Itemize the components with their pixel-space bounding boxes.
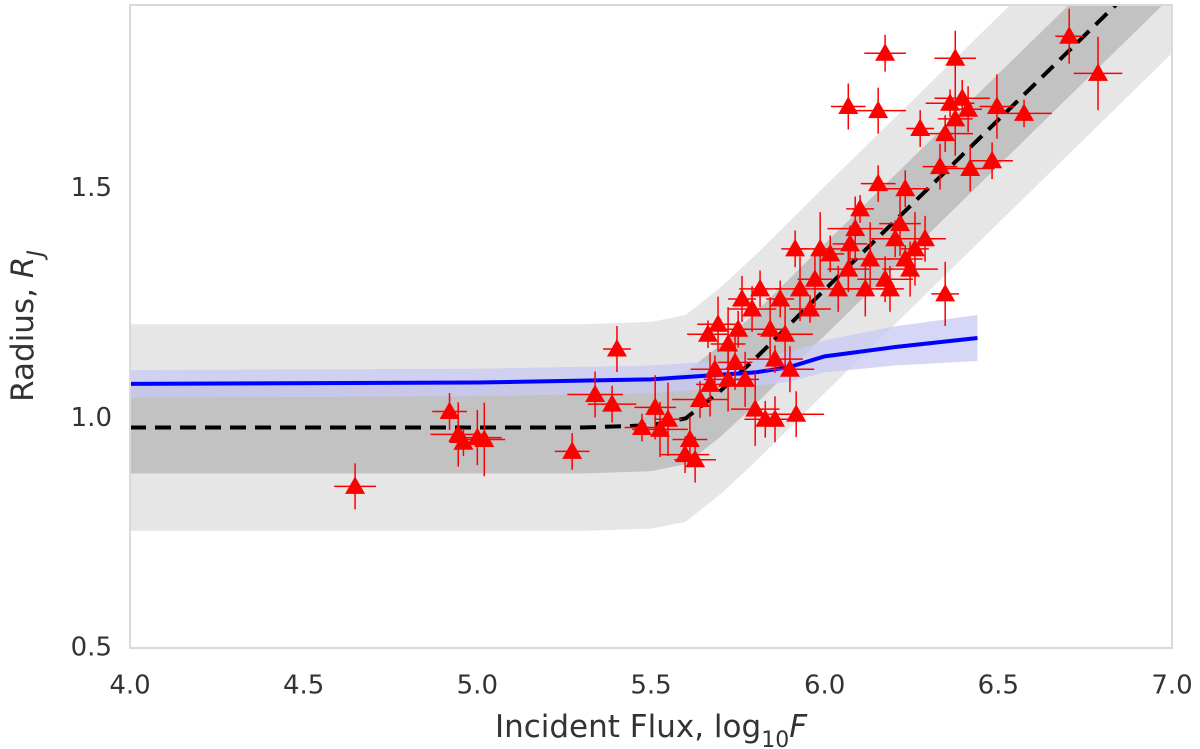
- plot-area: [130, 5, 1172, 531]
- data-point: [742, 299, 763, 317]
- data-point: [760, 319, 781, 337]
- x-axis-label: Incident Flux, log10F: [495, 709, 808, 749]
- data-point: [838, 259, 859, 277]
- data-point: [790, 278, 811, 297]
- x-tick-label: 7.0: [1151, 671, 1192, 701]
- data-point: [718, 333, 739, 352]
- data-point: [785, 238, 806, 257]
- data-point: [810, 238, 831, 257]
- y-tick-label: 1.0: [71, 403, 112, 433]
- data-point: [1088, 63, 1109, 81]
- data-point: [960, 158, 981, 177]
- data-point: [904, 238, 925, 257]
- data-point: [735, 369, 756, 387]
- data-point: [915, 228, 936, 247]
- data-point: [940, 93, 961, 111]
- data-point: [890, 213, 911, 232]
- data-point: [602, 394, 623, 412]
- x-label-sub: 10: [761, 728, 789, 749]
- data-point: [728, 319, 749, 337]
- data-point: [453, 432, 474, 450]
- data-point: [725, 352, 746, 370]
- data-point: [945, 48, 966, 66]
- data-point: [770, 288, 791, 307]
- x-tick-label: 4.5: [283, 671, 324, 701]
- data-point: [679, 429, 700, 447]
- data-point: [585, 384, 606, 402]
- y-axis-label: Radius, RJ: [5, 250, 49, 402]
- data-point: [650, 419, 671, 437]
- data-point: [345, 476, 366, 494]
- data-point: [820, 243, 841, 262]
- data-point: [845, 218, 866, 237]
- y-label-text: Radius,: [5, 278, 41, 402]
- data-point: [764, 409, 785, 427]
- data-point: [675, 444, 696, 463]
- data-point: [708, 314, 729, 332]
- data-point: [474, 429, 495, 447]
- data-point: [958, 99, 979, 117]
- frame: [129, 4, 1173, 649]
- data-point: [658, 409, 679, 427]
- data-point: [855, 278, 876, 297]
- confidence-band: [130, 5, 1163, 474]
- x-label-text: Incident Flux, log: [495, 709, 761, 745]
- data-point: [779, 359, 800, 377]
- data-point: [840, 233, 861, 252]
- data-point: [685, 449, 706, 468]
- x-tick-label: 5.5: [630, 671, 671, 701]
- data-point: [786, 404, 807, 422]
- data-point: [718, 369, 739, 387]
- y-label-var: R: [5, 257, 41, 279]
- data-point: [860, 248, 881, 267]
- data-point: [850, 198, 871, 217]
- x-tick-label: 6.5: [978, 671, 1019, 701]
- data-point: [697, 324, 718, 342]
- data-point: [804, 269, 825, 287]
- data-point: [900, 259, 921, 277]
- data-point: [935, 283, 956, 302]
- data-point: [704, 359, 725, 377]
- data-point: [645, 397, 666, 415]
- data-point: [562, 441, 583, 459]
- data-point: [828, 278, 849, 297]
- data-point: [986, 96, 1007, 115]
- data-point: [732, 288, 753, 307]
- data-point: [800, 299, 821, 317]
- x-tick-label: 5.0: [457, 671, 498, 701]
- data-point: [439, 401, 460, 419]
- data-point: [879, 278, 900, 297]
- confidence-band: [130, 315, 978, 398]
- y-tick-label: 1.5: [71, 173, 112, 203]
- data-point: [1014, 103, 1035, 121]
- data-point: [929, 156, 950, 175]
- data-point: [895, 178, 916, 197]
- data-point: [631, 417, 652, 436]
- data-point: [764, 349, 785, 367]
- data-point: [885, 228, 906, 247]
- data-point: [868, 173, 889, 192]
- data-point: [875, 43, 896, 61]
- x-tick-label: 4.0: [109, 671, 150, 701]
- data-point: [935, 123, 956, 142]
- data-point: [745, 399, 766, 417]
- data-point: [910, 118, 931, 137]
- data-point: [689, 389, 710, 408]
- data-point: [868, 100, 889, 119]
- data-point: [1059, 26, 1080, 44]
- data-point: [838, 96, 859, 115]
- data-point: [750, 278, 771, 297]
- data-point: [945, 108, 966, 127]
- data-point: [606, 339, 627, 357]
- data-point: [775, 324, 796, 342]
- x-label-var: F: [789, 709, 808, 745]
- y-label-sub: J: [24, 250, 49, 261]
- y-tick-label: 0.5: [71, 633, 112, 663]
- x-tick-label: 6.0: [804, 671, 845, 701]
- data-point: [982, 150, 1003, 169]
- data-point: [700, 374, 721, 392]
